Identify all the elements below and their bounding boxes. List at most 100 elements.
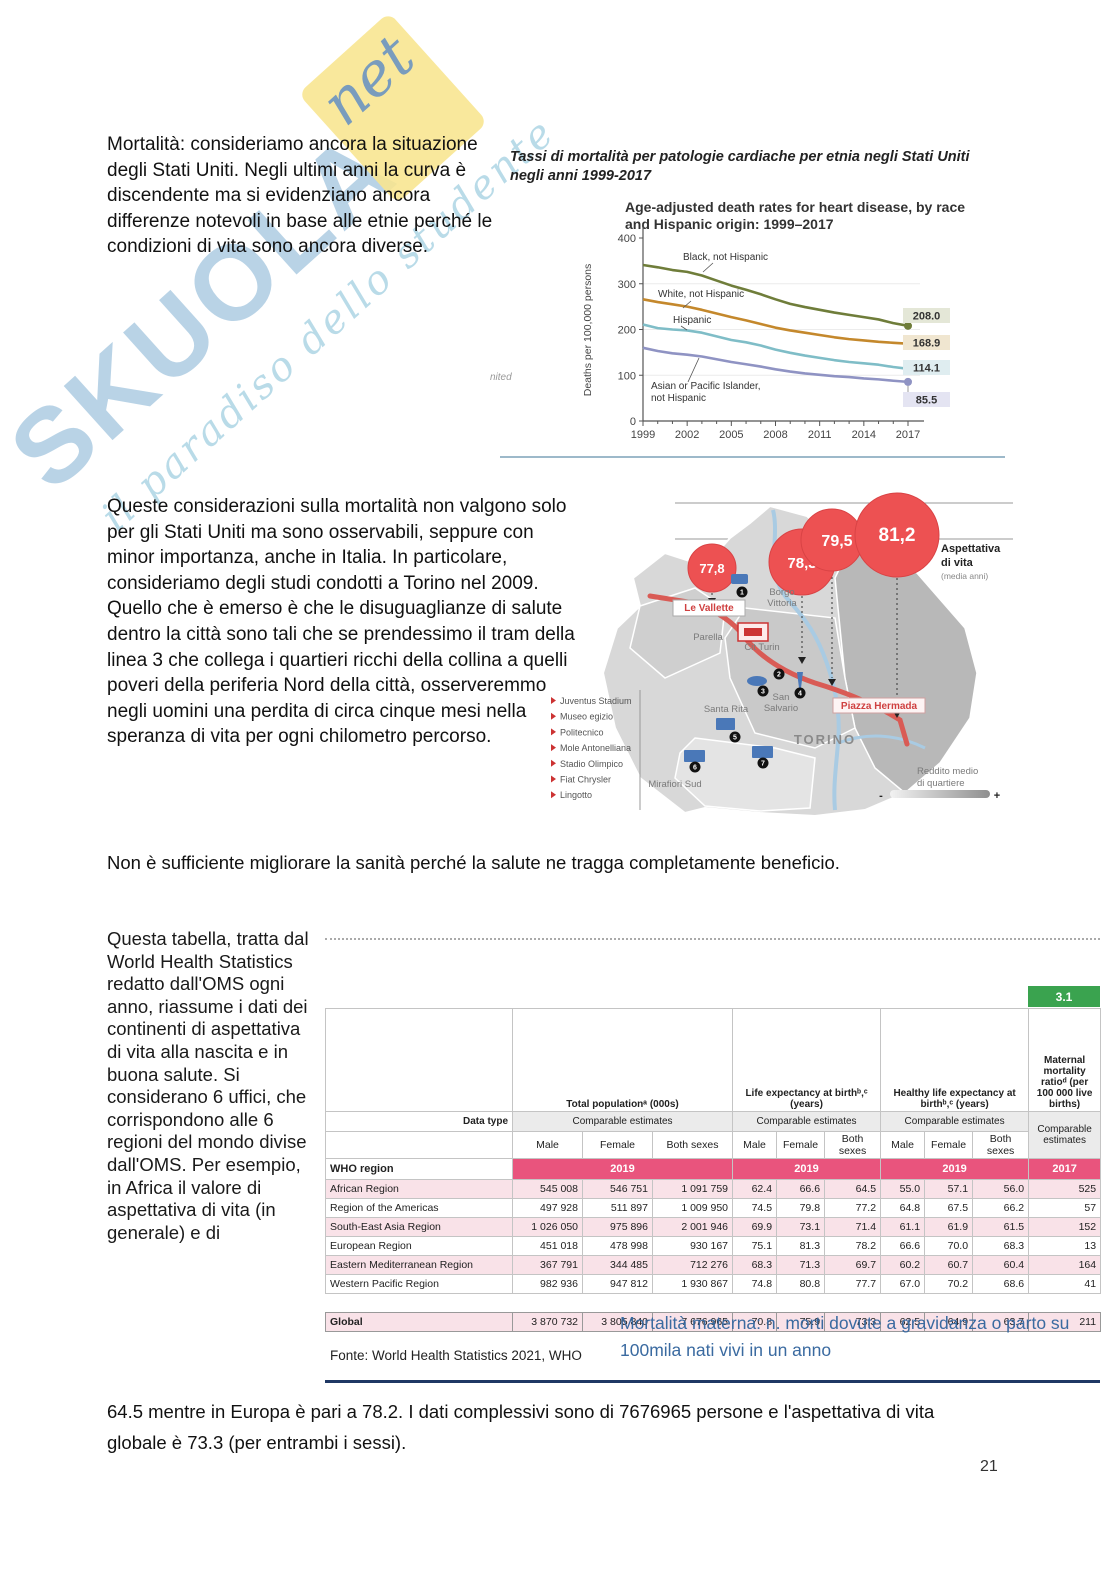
region-cell: Region of the Americas [325, 1198, 513, 1218]
value-cell: 545 008 [512, 1179, 583, 1199]
data-type-label: Data type [325, 1111, 513, 1132]
river-branch [837, 734, 926, 750]
label-santa-rita: Santa Rita [704, 704, 749, 715]
value-cell: 982 936 [512, 1274, 583, 1294]
region-cell: Global [325, 1312, 513, 1332]
value-cell: 712 276 [651, 1255, 734, 1275]
value-cell: 57 [1028, 1198, 1102, 1218]
value-cell: 478 998 [582, 1236, 653, 1256]
chart-caption: Tassi di mortalità per patologie cardiac… [510, 149, 970, 184]
value-cell: 62.4 [732, 1179, 778, 1199]
svg-text:400: 400 [618, 233, 636, 245]
series-name-annotation: Hispanic [673, 315, 711, 326]
value-cell: 71.4 [824, 1217, 882, 1237]
group-life-expectancy: Life expectancy at birthᵇ,ᶜ (years) [732, 1008, 882, 1112]
year-cell: 2019 [732, 1158, 882, 1180]
value-cell: 546 751 [582, 1179, 653, 1199]
marker-circle [736, 586, 748, 598]
marker-circle [689, 761, 701, 773]
value-cell: 69.9 [732, 1217, 778, 1237]
group-maternal-mortality: Maternal mortality ratioᵈ (per 100 000 l… [1028, 1008, 1102, 1112]
series-end-dot [904, 377, 912, 386]
series-end-value: 85.5 [916, 395, 937, 407]
table-row: Global 3 870 732 3 805 840 7 676 965 70.8 75.… [325, 1312, 1102, 1332]
legend-media-anni: (media anni) [941, 571, 988, 581]
series-line [642, 298, 909, 346]
region-cell: Eastern Mediterranean Region [325, 1255, 513, 1275]
value-cell: 152 [1028, 1217, 1102, 1237]
value-cell: 1 009 950 [651, 1198, 734, 1218]
svg-text:1999: 1999 [631, 429, 655, 441]
bubble-value: 81,2 [879, 525, 916, 546]
header-blank [325, 1131, 513, 1159]
year-cell: 2019 [511, 1158, 734, 1180]
value-cell: 211 [1028, 1312, 1102, 1332]
value-cell: 73.1 [776, 1217, 826, 1237]
value-cell: 511 897 [582, 1198, 653, 1218]
heart-disease-line-chart: Age-adjusted death rates for heart disea… [582, 199, 965, 441]
landmark-bullet [551, 744, 556, 752]
end-label-bg [903, 308, 950, 323]
label-cit-turin: Cit Turin [744, 642, 779, 653]
svg-text:2014: 2014 [852, 429, 876, 441]
year-cell: 2017 [1028, 1158, 1102, 1180]
value-cell: 13 [1028, 1236, 1102, 1256]
marker-circle [757, 757, 769, 769]
series-line [642, 263, 909, 328]
region-cell: Western Pacific Region [325, 1274, 513, 1294]
table-row: African Region 545 008 546 751 1 091 759 62.… [325, 1179, 1102, 1199]
landmark-bullet [551, 728, 556, 736]
value-cell: 77.7 [824, 1274, 882, 1294]
marker-circle [757, 685, 769, 697]
income-legend: - + [879, 790, 1000, 802]
value-cell: 75.9 [776, 1312, 826, 1332]
region-cell: European Region [325, 1236, 513, 1256]
torino-map: 77,8 78,3 79,5 81,2 Le Vallette Piazza H… [551, 492, 1013, 818]
paragraph-mortality-usa: Mortalità: consideriamo ancora la situaz… [107, 134, 493, 258]
svg-text:2008: 2008 [763, 429, 787, 441]
svg-text:0: 0 [630, 416, 636, 428]
value-cell: 70.0 [924, 1236, 974, 1256]
paragraph-torino-study: Queste considerazioni sulla mortalità no… [107, 496, 575, 748]
value-cell: 525 [1028, 1179, 1102, 1199]
table-bottom-rule [325, 1380, 1100, 1383]
value-cell: 61.1 [880, 1217, 926, 1237]
marker-number: 7 [761, 761, 765, 768]
marker-number: 6 [693, 765, 697, 772]
series-name-annotation: Asian or Pacific Islander, [651, 381, 761, 392]
legend-aspettativa-line: Aspettativa [941, 543, 1001, 555]
value-cell: 67.0 [880, 1274, 926, 1294]
stop-labels: Le Vallette Piazza Hermada [672, 599, 926, 714]
marker-number: 5 [733, 735, 737, 742]
label-torino: TORINO [794, 732, 856, 747]
svg-text:300: 300 [618, 279, 636, 291]
value-cell: 81.3 [776, 1236, 826, 1256]
dotted-separator [325, 938, 1100, 940]
value-cell: 60.7 [924, 1255, 974, 1275]
label-san-salvario: San [773, 692, 790, 703]
marker-circle [773, 668, 785, 680]
landmark-item: Museo egizio [560, 712, 613, 722]
maternal-mortality-note: Mortalità materna: n. morti dovute a gra… [620, 1313, 1070, 1360]
value-cell: 75.1 [732, 1236, 778, 1256]
label-borgo-vittoria: Borgo [769, 587, 794, 598]
paragraph-conclusion: 64.5 mentre in Europa è pari a 78.2. I d… [107, 1401, 935, 1453]
income-plus: + [994, 790, 1000, 802]
end-label-bg [903, 335, 950, 350]
watermark-brand-suffix: net [308, 21, 429, 140]
value-cell: 947 812 [582, 1274, 653, 1294]
life-expectancy-bubbles: 77,8 78,3 79,5 81,2 [687, 492, 940, 596]
value-cell: 66.6 [776, 1179, 826, 1199]
group-total-population: Total populationᵃ (000s) [511, 1008, 734, 1112]
landmark-item: Lingotto [560, 790, 592, 800]
table-source: Fonte: World Health Statistics 2021, WHO [330, 1348, 582, 1363]
value-cell: 62.5 [880, 1312, 926, 1332]
svg-text:2011: 2011 [808, 429, 832, 441]
value-cell: 78.2 [824, 1236, 882, 1256]
value-cell: 60.4 [972, 1255, 1030, 1275]
who-region-label: WHO region [325, 1158, 513, 1180]
value-cell: 70.8 [732, 1312, 778, 1332]
subheader-female: Female [924, 1131, 974, 1159]
value-cell: 3 805 840 [582, 1312, 653, 1332]
